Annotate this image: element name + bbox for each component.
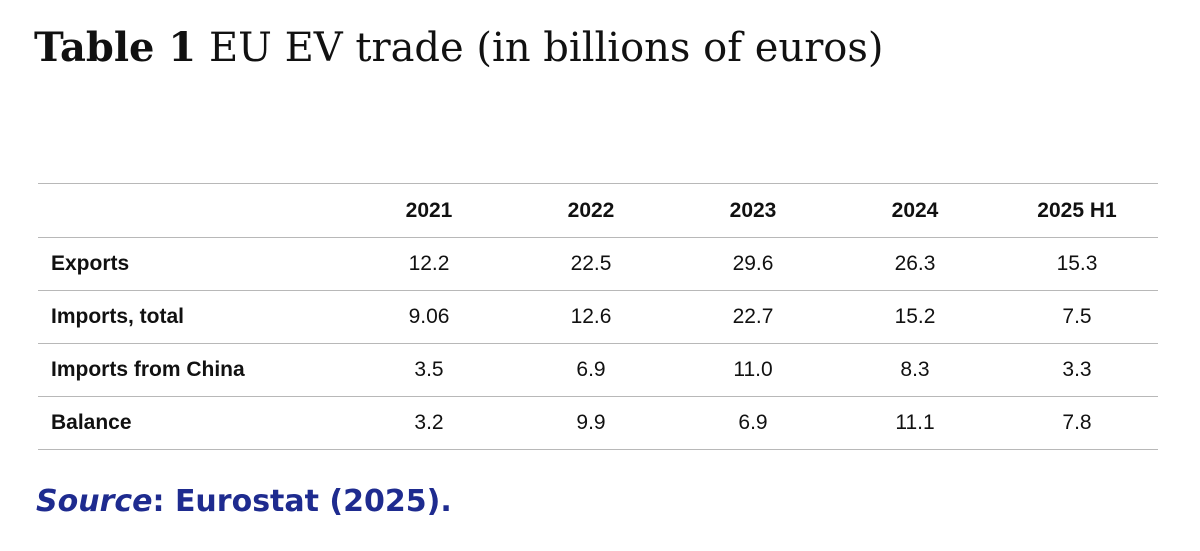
table-cell: 3.2 [414, 411, 444, 434]
table-title: Table 1 EU EV trade (in billions of euro… [34, 22, 884, 74]
table-cell: 22.7 [732, 305, 774, 328]
table-title-text: EU EV trade (in billions of euros) [208, 25, 884, 71]
column-header: 2024 [891, 198, 939, 222]
source-note: Source: Eurostat (2025). [36, 482, 452, 522]
table-row-imports-china: Imports from China 3.5 6.9 11.0 8.3 3.3 [38, 343, 1158, 397]
trade-table-container: 2021 2022 2023 2024 2025 H1 Exports 12.2… [38, 183, 1158, 450]
table-cell: 11.0 [733, 358, 773, 381]
source-label: Source [36, 484, 153, 519]
table-cell: 8.3 [900, 358, 930, 381]
table-cell: 29.6 [732, 252, 774, 275]
table-cell: 11.1 [895, 411, 935, 434]
table-cell: 3.5 [414, 358, 444, 381]
column-header: 2025 H1 [1037, 198, 1117, 222]
table-cell: 6.9 [576, 358, 606, 381]
table-cell: 12.6 [570, 305, 612, 328]
table-cell: 7.8 [1062, 411, 1092, 434]
table-cell: 9.06 [408, 305, 450, 328]
table-cell: 6.9 [738, 411, 768, 434]
source-text: : Eurostat (2025). [152, 484, 452, 519]
column-header: 2022 [567, 198, 615, 222]
column-header: 2021 [405, 198, 453, 222]
table-row-imports-total: Imports, total 9.06 12.6 22.7 15.2 7.5 [38, 290, 1158, 344]
table-header-row: 2021 2022 2023 2024 2025 H1 [38, 183, 1158, 238]
table-cell: 3.3 [1062, 358, 1092, 381]
table-number-label: Table 1 [34, 24, 197, 71]
table-cell: 7.5 [1062, 305, 1092, 328]
row-label: Balance [51, 411, 132, 434]
row-label: Exports [51, 252, 130, 275]
trade-table: 2021 2022 2023 2024 2025 H1 Exports 12.2… [38, 183, 1158, 450]
table-cell: 9.9 [576, 411, 606, 434]
header-empty-cell [38, 184, 348, 238]
column-header: 2023 [729, 198, 777, 222]
row-label: Imports, total [51, 305, 185, 328]
row-label: Imports from China [51, 358, 245, 381]
table-cell: 26.3 [894, 252, 936, 275]
table-row-balance: Balance 3.2 9.9 6.9 11.1 7.8 [38, 396, 1158, 450]
table-cell: 15.3 [1056, 252, 1098, 275]
table-cell: 22.5 [570, 252, 612, 275]
table-row-exports: Exports 12.2 22.5 29.6 26.3 15.3 [38, 237, 1158, 291]
table-cell: 15.2 [894, 305, 936, 328]
table-cell: 12.2 [408, 252, 450, 275]
